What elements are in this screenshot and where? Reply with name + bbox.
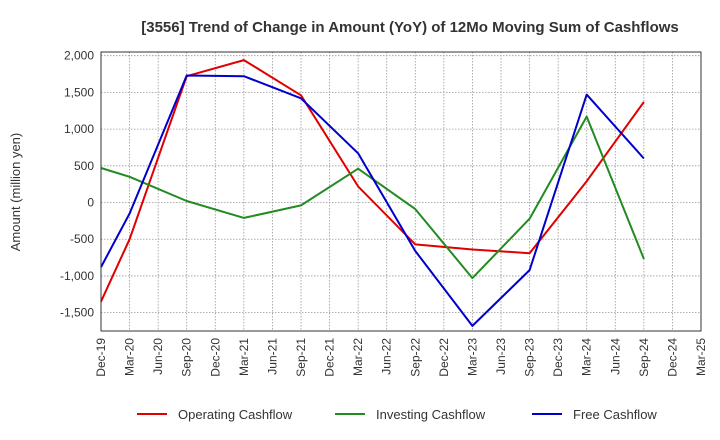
x-tick-label: Mar-21 [237,338,251,376]
y-tick-label: -1,500 [60,306,94,320]
grid [101,52,701,331]
x-tick-label: Mar-23 [465,338,479,376]
y-tick-label: 0 [87,196,94,210]
x-tick-label: Jun-24 [608,338,622,375]
legend: Operating Cashflow Investing Cashflow Free… [137,407,657,422]
x-tick-label: Jun-20 [151,338,165,375]
y-axis-label: Amount (million yen) [8,133,23,252]
series-line-operating-cashflow [100,59,645,303]
x-tick-labels: Dec-19 Mar-20 Jun-20 Sep-20 Dec-20 Mar-21 Jun-… [94,338,708,377]
series-line-free-cashflow [100,74,645,327]
x-tick-label: Sep-23 [523,338,537,377]
legend-label-operating-cashflow: Operating Cashflow [178,407,293,422]
x-tick-label: Dec-24 [665,338,679,377]
x-tick-label: Dec-23 [551,338,565,377]
x-tick-label: Mar-22 [351,338,365,376]
x-tick-label: Sep-21 [294,338,308,377]
x-tick-label: Dec-21 [323,338,337,377]
y-tick-label: 1,000 [64,122,94,136]
series-lines [100,59,645,327]
y-tick-labels: 2,000 1,500 1,000 500 0 -500 -1,000 -1,500 [60,49,94,320]
x-tick-label: Jun-22 [380,338,394,375]
x-tick-label: Dec-19 [94,338,108,377]
plot-frame [100,51,702,332]
x-tick-label: Mar-25 [694,338,708,376]
x-tick-label: Mar-24 [580,338,594,376]
x-tick-label: Mar-20 [123,338,137,376]
y-tick-label: 500 [74,159,94,173]
chart-title: [3556] Trend of Change in Amount (YoY) o… [141,19,679,36]
legend-label-free-cashflow: Free Cashflow [573,407,657,422]
x-tick-label: Sep-22 [408,338,422,377]
x-tick-label: Sep-20 [180,338,194,377]
x-tick-label: Dec-22 [437,338,451,377]
x-tick-label: Sep-24 [637,338,651,377]
x-tick-label: Dec-20 [208,338,222,377]
y-tick-label: 1,500 [64,85,94,99]
y-tick-label: -500 [70,232,94,246]
y-tick-label: 2,000 [64,49,94,63]
legend-label-investing-cashflow: Investing Cashflow [376,407,486,422]
x-tick-label: Jun-23 [494,338,508,375]
y-tick-label: -1,000 [60,269,94,283]
series-line-investing-cashflow [100,115,645,280]
x-tick-label: Jun-21 [265,338,279,375]
